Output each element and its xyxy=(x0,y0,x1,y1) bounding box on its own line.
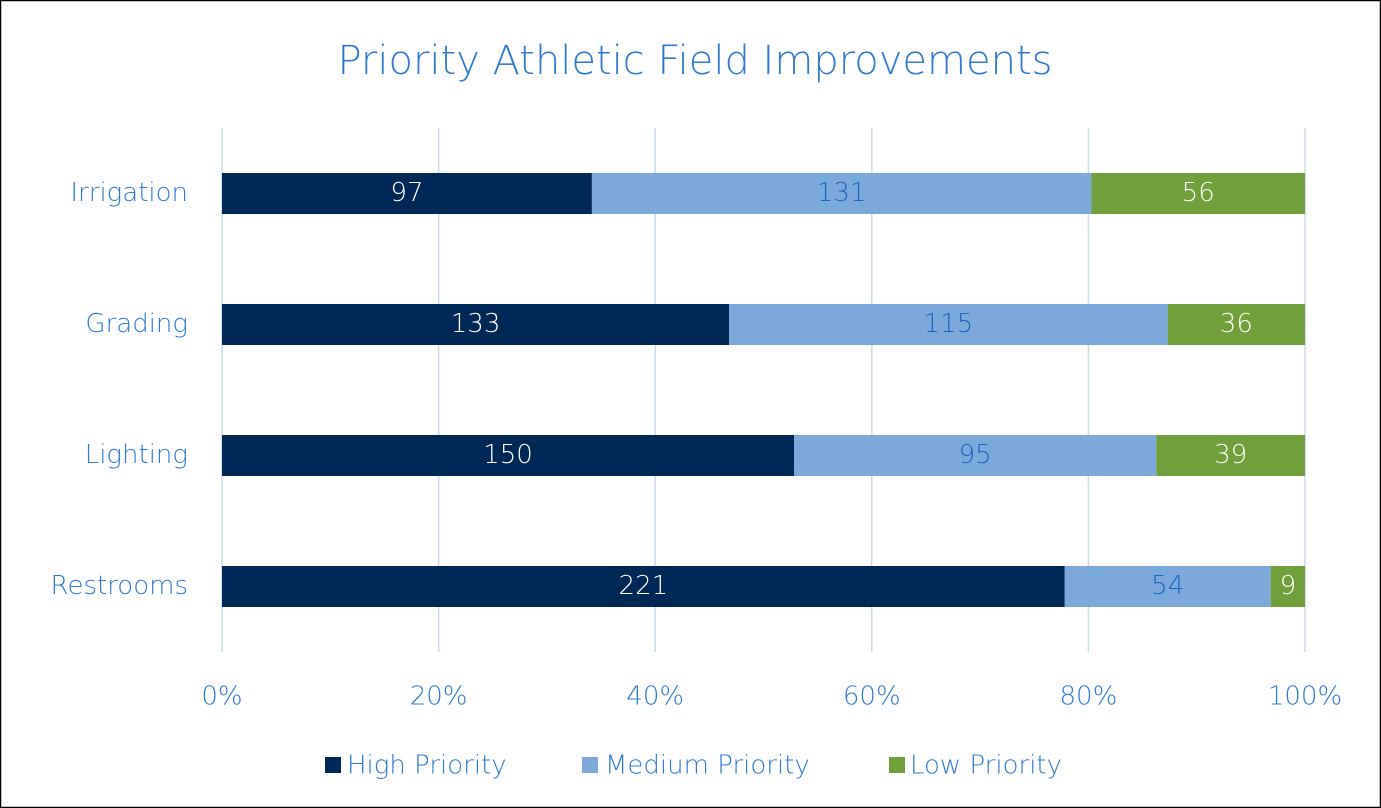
data-label: 150 xyxy=(483,440,533,470)
data-label: 56 xyxy=(1182,178,1215,208)
bar-segment xyxy=(1167,304,1305,345)
legend-swatch xyxy=(582,757,598,773)
bar-segment xyxy=(222,566,1065,607)
bar-segment xyxy=(729,304,1168,345)
x-tick-label: 20% xyxy=(410,682,468,712)
bar-segment xyxy=(1156,435,1305,476)
legend-label: Low Priority xyxy=(910,751,1062,781)
y-tick-label: Lighting xyxy=(85,440,188,470)
bar-segment xyxy=(794,435,1157,476)
data-label: 95 xyxy=(959,440,992,470)
data-label: 221 xyxy=(619,571,669,601)
y-tick-label: Restrooms xyxy=(51,571,188,601)
bar-segment xyxy=(1270,566,1305,607)
data-label: 133 xyxy=(451,309,501,339)
legend-label: Medium Priority xyxy=(605,751,810,781)
bar-segment xyxy=(222,304,730,345)
bar-segment xyxy=(1064,566,1271,607)
data-label: 97 xyxy=(390,178,423,208)
data-label: 36 xyxy=(1220,309,1253,339)
x-tick-label: 80% xyxy=(1060,682,1118,712)
bar-segment xyxy=(591,173,1092,214)
x-tick-label: 100% xyxy=(1268,682,1342,712)
data-label: 9 xyxy=(1280,571,1297,601)
bar-segment xyxy=(1091,173,1305,214)
y-tick-label: Irrigation xyxy=(70,178,188,208)
bar-segment xyxy=(222,435,795,476)
legend-swatch xyxy=(889,757,905,773)
x-tick-label: 60% xyxy=(843,682,901,712)
data-label: 115 xyxy=(924,309,974,339)
data-label: 54 xyxy=(1151,571,1184,601)
chart-title: Priority Athletic Field Improvements xyxy=(338,38,1053,84)
x-tick-label: 0% xyxy=(201,682,242,712)
data-label: 39 xyxy=(1214,440,1247,470)
bar-segment xyxy=(222,173,592,214)
x-tick-label: 40% xyxy=(626,682,684,712)
data-label: 131 xyxy=(817,178,867,208)
y-tick-label: Grading xyxy=(85,309,188,339)
legend-label: High Priority xyxy=(347,751,507,781)
legend-swatch xyxy=(325,757,341,773)
